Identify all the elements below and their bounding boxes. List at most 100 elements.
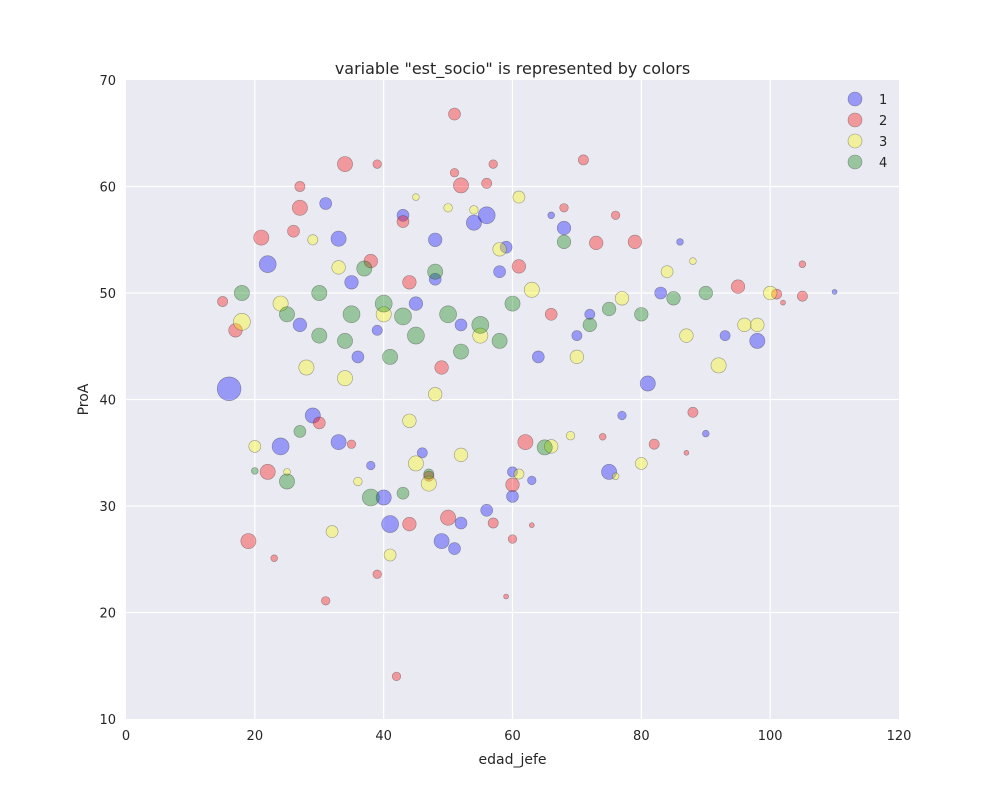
scatter-point — [454, 318, 468, 332]
x-tick-label: 40 — [375, 729, 392, 744]
series-4 — [233, 234, 713, 507]
scatter-point — [517, 434, 534, 450]
scatter-point — [453, 177, 469, 194]
scatter-point — [505, 477, 520, 492]
scatter-point — [382, 348, 398, 365]
scatter-point — [536, 439, 553, 456]
scatter-point — [488, 159, 498, 169]
scatter-point — [531, 350, 545, 364]
x-tick-label: 120 — [887, 729, 912, 744]
scatter-point — [391, 671, 402, 682]
scatter-point — [439, 305, 457, 324]
x-tick-label: 60 — [504, 729, 521, 744]
x-tick-label: 80 — [633, 729, 650, 744]
scatter-point — [416, 447, 428, 459]
x-tick-label: 100 — [758, 729, 783, 744]
legend-marker — [847, 112, 863, 128]
scatter-point — [304, 407, 321, 424]
x-tick-labels: 0 20 40 60 80 100 120 — [122, 729, 912, 744]
scatter-point — [311, 285, 328, 301]
scatter-point — [253, 229, 270, 246]
y-axis-label: ProA — [76, 383, 92, 415]
scatter-point — [547, 211, 555, 220]
y-tick-label: 10 — [99, 713, 116, 728]
scatter-point — [440, 509, 456, 526]
scatter-point — [528, 522, 535, 529]
series-3 — [233, 190, 778, 562]
scatter-point — [698, 285, 713, 301]
scatter-point — [233, 312, 251, 331]
scatter-point — [216, 376, 242, 401]
scatter-point — [248, 440, 262, 453]
scatter-point — [610, 210, 621, 220]
data-points — [216, 107, 838, 682]
legend-marker — [847, 91, 863, 107]
scatter-point — [499, 240, 513, 254]
scatter-point — [634, 457, 648, 470]
scatter-point — [259, 463, 276, 480]
scatter-point — [427, 263, 444, 280]
scatter-point — [737, 317, 752, 333]
scatter-point — [375, 306, 392, 323]
scatter-point — [346, 439, 357, 449]
scatter-point — [504, 295, 521, 312]
scatter-point — [556, 234, 572, 249]
scatter-point — [453, 447, 469, 463]
scatter-point — [544, 307, 558, 321]
scatter-point — [428, 272, 442, 286]
y-tick-label: 30 — [99, 500, 116, 515]
series-2 — [217, 107, 808, 682]
scatter-point — [283, 468, 291, 476]
scatter-point — [598, 433, 607, 441]
scatter-point — [374, 294, 393, 313]
scatter-point — [617, 410, 627, 421]
scatter-point — [507, 466, 518, 478]
scatter-point — [433, 533, 450, 549]
scatter-point — [611, 472, 620, 480]
scatter-point — [469, 205, 479, 215]
scatter-point — [719, 330, 731, 341]
scatter-point — [394, 307, 412, 326]
scatter-point — [251, 467, 259, 475]
scatter-point — [454, 516, 468, 530]
scatter-point — [601, 301, 617, 317]
scatter-point — [797, 290, 808, 302]
scatter-point — [639, 375, 656, 392]
scatter-point — [258, 255, 277, 274]
scatter-point — [471, 316, 490, 334]
scatter-point — [428, 232, 443, 247]
scatter-point — [383, 548, 397, 562]
scatter-point — [634, 307, 649, 322]
scatter-point — [556, 220, 572, 236]
scatter-point — [228, 323, 243, 338]
scatter-point — [627, 234, 643, 249]
scatter-point — [396, 209, 410, 222]
scatter-point — [578, 154, 589, 166]
scatter-point — [571, 330, 583, 341]
scatter-point — [396, 486, 410, 500]
scatter-point — [337, 370, 353, 387]
scatter-point — [434, 360, 449, 375]
scatter-point — [337, 332, 353, 349]
scatter-point — [312, 416, 326, 430]
scatter-point — [569, 349, 585, 365]
scatter-point — [319, 197, 333, 210]
legend-label: 1 — [879, 93, 887, 108]
scatter-point — [601, 463, 617, 480]
scatter-point — [371, 324, 383, 336]
scatter-point — [730, 279, 746, 294]
y-tick-label: 60 — [99, 181, 116, 196]
scatter-point — [292, 317, 308, 333]
scatter-point — [710, 357, 727, 374]
scatter-point — [408, 296, 424, 311]
scatter-point — [279, 306, 295, 323]
scatter-point — [353, 476, 363, 487]
scatter-point — [342, 305, 361, 324]
scatter-point — [507, 534, 518, 544]
scatter-point — [487, 517, 499, 529]
scatter-point — [363, 254, 378, 269]
scatter-point — [321, 596, 331, 606]
scatter-point — [233, 285, 250, 301]
